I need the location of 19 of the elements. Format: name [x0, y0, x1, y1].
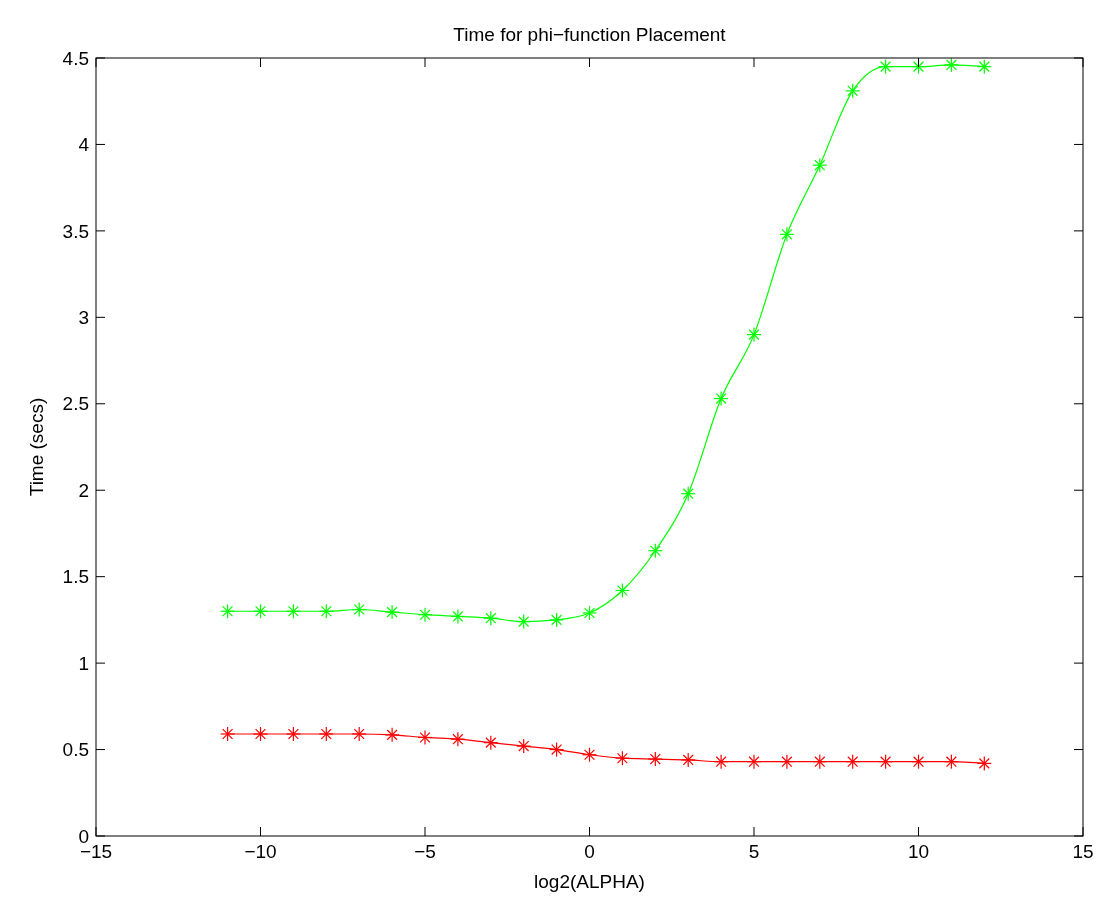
x-tick-label: −10: [244, 841, 277, 862]
y-tick-label: 4.5: [62, 47, 89, 69]
y-tick-label: 4: [78, 134, 90, 156]
y-tick-label: 2.5: [62, 393, 89, 415]
y-tick-label: 3.5: [62, 220, 89, 242]
y-tick-label: 0: [78, 825, 89, 847]
y-tick-label: 0.5: [62, 739, 89, 761]
x-axis-title: log2(ALPHA): [534, 871, 645, 892]
y-tick-label: 2: [78, 479, 89, 501]
x-tick-label: −5: [414, 841, 436, 862]
chart-title: Time for phi−function Placement: [453, 24, 727, 45]
y-tick-label: 1.5: [62, 566, 89, 588]
y-tick-label: 1: [78, 652, 89, 674]
y-axis-title: Time (secs): [26, 397, 47, 497]
x-tick-label: 10: [907, 841, 930, 862]
x-tick-label: 5: [748, 841, 760, 862]
y-tick-label: 3: [78, 306, 89, 328]
x-tick-label: 0: [584, 841, 595, 862]
x-tick-label: 15: [1072, 841, 1094, 862]
